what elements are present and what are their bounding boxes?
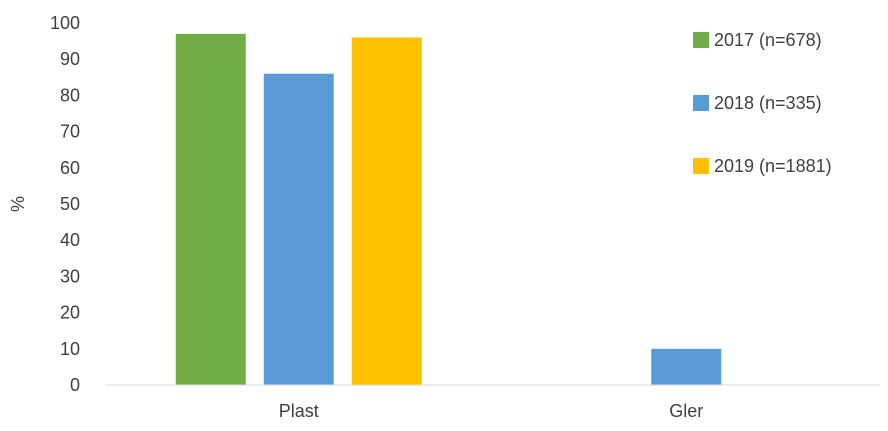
bars	[175, 33, 722, 386]
y-tick-label: 60	[60, 158, 80, 178]
legend-label: 2019 (n=1881)	[714, 156, 832, 176]
y-tick-label: 50	[60, 194, 80, 214]
y-tick-label: 100	[50, 13, 80, 33]
y-tick-label: 10	[60, 339, 80, 359]
y-axis: 0 10 20 30 40 50 60 70 80 90 100	[50, 13, 80, 395]
y-tick-label: 20	[60, 303, 80, 323]
x-tick-label: Plast	[279, 401, 319, 421]
legend-label: 2018 (n=335)	[714, 93, 822, 113]
y-tick-label: 80	[60, 85, 80, 105]
legend-swatch	[693, 32, 709, 48]
legend-swatch	[693, 95, 709, 111]
legend: 2017 (n=678) 2018 (n=335) 2019 (n=1881)	[693, 30, 832, 176]
y-tick-label: 0	[70, 375, 80, 395]
legend-swatch	[693, 158, 709, 174]
x-tick-label: Gler	[669, 401, 703, 421]
bar-plast-2017	[175, 33, 246, 386]
y-tick-label: 40	[60, 230, 80, 250]
y-axis-title: %	[8, 196, 28, 212]
legend-label: 2017 (n=678)	[714, 30, 822, 50]
bar-gler-2018	[651, 348, 722, 385]
y-tick-label: 30	[60, 266, 80, 286]
bar-plast-2019	[351, 37, 422, 385]
bar-plast-2018	[263, 73, 334, 386]
y-tick-label: 90	[60, 49, 80, 69]
y-tick-label: 70	[60, 122, 80, 142]
x-axis: Plast Gler	[279, 401, 704, 421]
